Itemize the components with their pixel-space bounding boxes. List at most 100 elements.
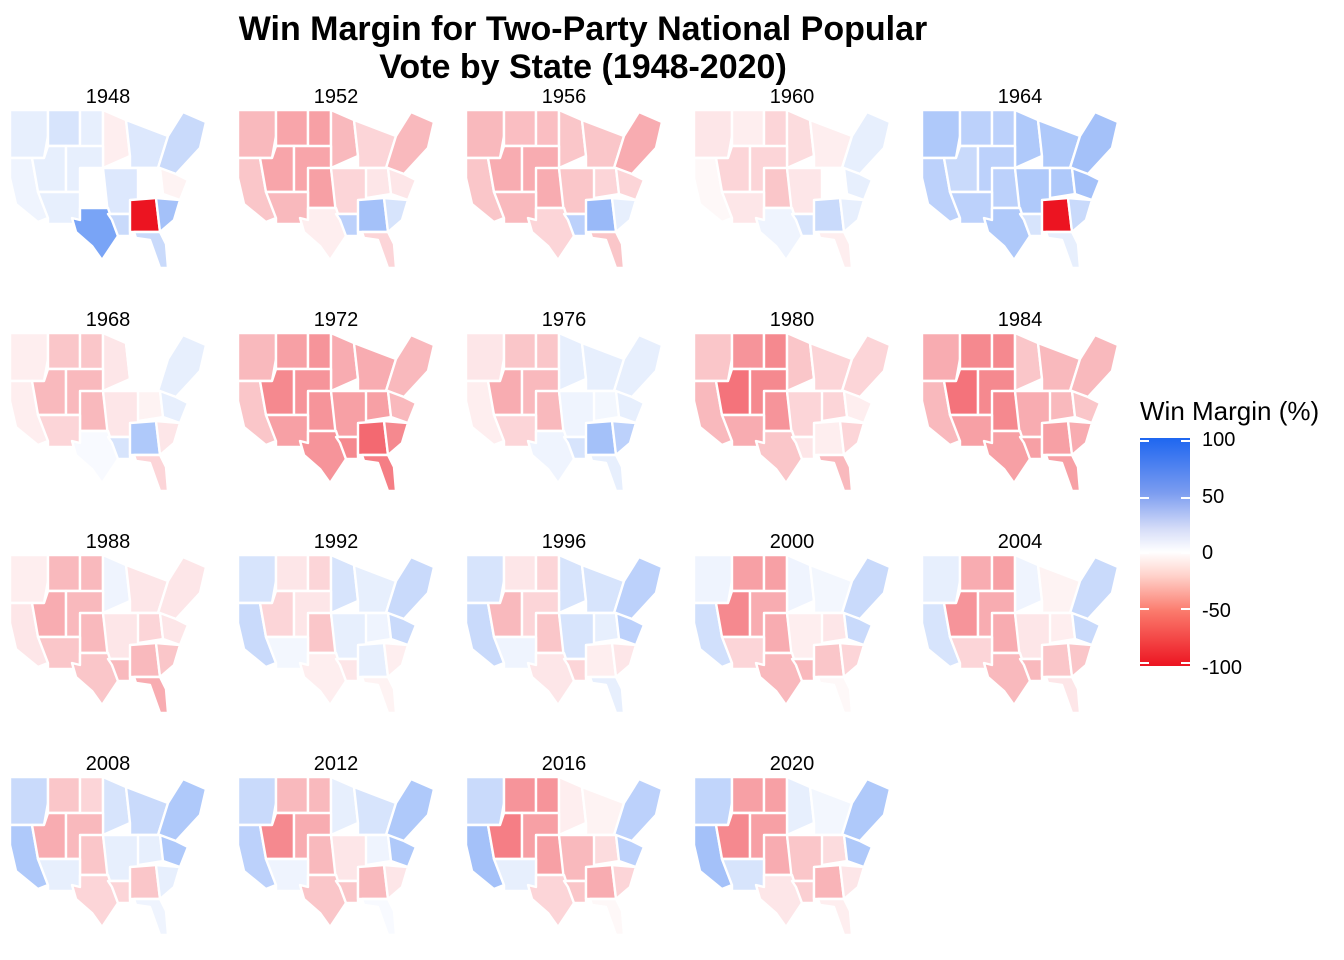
region-nw: [8, 553, 50, 605]
region-ma: [614, 166, 646, 202]
region-ne: [156, 555, 208, 621]
region-sc: [106, 435, 132, 461]
region-wm: [274, 108, 310, 148]
region-fl: [360, 230, 398, 270]
legend-tick-mark: [1140, 440, 1149, 442]
us-map: [692, 331, 892, 493]
us-map: [464, 553, 664, 715]
panel-year-label: 1948: [85, 86, 131, 108]
us-map: [464, 775, 664, 937]
region-nw: [464, 331, 506, 383]
region-nw: [692, 108, 734, 160]
region-sw: [720, 413, 766, 449]
region-sa: [382, 196, 410, 234]
region-sw: [264, 190, 310, 226]
map-panel-1952: 1952: [236, 86, 436, 276]
region-sc: [334, 879, 360, 905]
map-panel-2004: 2004: [920, 531, 1120, 721]
region-fl: [132, 897, 170, 937]
chart-title: Win Margin for Two-Party National Popula…: [160, 10, 1006, 86]
panel-year-label: 1988: [85, 531, 131, 553]
region-um: [329, 553, 360, 615]
region-fl: [132, 230, 170, 270]
region-wm: [502, 775, 538, 815]
legend-tick-mark: [1181, 552, 1190, 554]
region-fl: [360, 675, 398, 715]
region-ma: [158, 166, 190, 202]
region-sa: [382, 641, 410, 679]
region-um: [101, 108, 132, 170]
region-um: [329, 108, 360, 170]
region-sa: [838, 196, 866, 234]
region-oh: [592, 611, 621, 645]
us-map: [236, 553, 436, 715]
panel-year-label: 1964: [997, 86, 1043, 108]
region-sc: [562, 435, 588, 461]
region-sc: [790, 435, 816, 461]
region-ma: [842, 611, 874, 647]
us-map: [464, 331, 664, 493]
panel-year-label: 1976: [541, 309, 587, 331]
region-oh: [364, 389, 393, 423]
panel-year-label: 2004: [997, 531, 1043, 553]
region-sw: [264, 857, 310, 893]
region-sa: [610, 419, 638, 457]
region-wm: [46, 331, 82, 371]
region-ne: [156, 333, 208, 399]
map-panel-2012: 2012: [236, 753, 436, 943]
region-ne: [1068, 555, 1120, 621]
region-sw: [492, 857, 538, 893]
region-fl: [132, 675, 170, 715]
us-map: [8, 553, 208, 715]
region-sw: [492, 413, 538, 449]
map-panel-2020: 2020: [692, 753, 892, 943]
region-nw: [920, 108, 962, 160]
panel-year-label: 1956: [541, 86, 587, 108]
region-nw: [920, 553, 962, 605]
panel-year-label: 2020: [769, 753, 815, 775]
region-sa: [1066, 419, 1094, 457]
region-oh: [592, 833, 621, 867]
region-nw: [464, 108, 506, 160]
region-sw: [492, 190, 538, 226]
region-sc: [562, 879, 588, 905]
region-um: [557, 331, 588, 393]
region-um: [785, 553, 816, 615]
region-ma: [842, 166, 874, 202]
region-um: [785, 108, 816, 170]
region-sw: [264, 413, 310, 449]
region-nw: [236, 331, 278, 383]
us-map: [464, 108, 664, 270]
region-nw: [692, 553, 734, 605]
panel-year-label: 1960: [769, 86, 815, 108]
region-sa: [1066, 641, 1094, 679]
map-panel-1992: 1992: [236, 531, 436, 721]
region-wm: [46, 553, 82, 593]
panel-year-label: 2016: [541, 753, 587, 775]
us-map: [8, 775, 208, 937]
region-sc: [1018, 212, 1044, 238]
map-panel-2000: 2000: [692, 531, 892, 721]
region-wm: [730, 775, 766, 815]
panel-year-label: 2000: [769, 531, 815, 553]
region-sa: [154, 196, 182, 234]
region-sc: [562, 657, 588, 683]
map-panel-1976: 1976: [464, 309, 664, 499]
legend-tick-label: 50: [1202, 486, 1225, 508]
region-ne: [840, 777, 892, 843]
region-sc: [1018, 435, 1044, 461]
region-um: [557, 775, 588, 837]
panel-year-label: 1992: [313, 531, 359, 553]
region-fl: [1044, 453, 1082, 493]
region-fl: [1044, 675, 1082, 715]
region-um: [785, 331, 816, 393]
region-ma: [386, 166, 418, 202]
panel-year-label: 2008: [85, 753, 131, 775]
region-sw: [36, 857, 82, 893]
panel-year-label: 1996: [541, 531, 587, 553]
region-fl: [588, 897, 626, 937]
region-ne: [156, 777, 208, 843]
legend-tick-mark: [1181, 440, 1190, 442]
map-panel-2008: 2008: [8, 753, 208, 943]
map-panel-1956: 1956: [464, 86, 664, 276]
